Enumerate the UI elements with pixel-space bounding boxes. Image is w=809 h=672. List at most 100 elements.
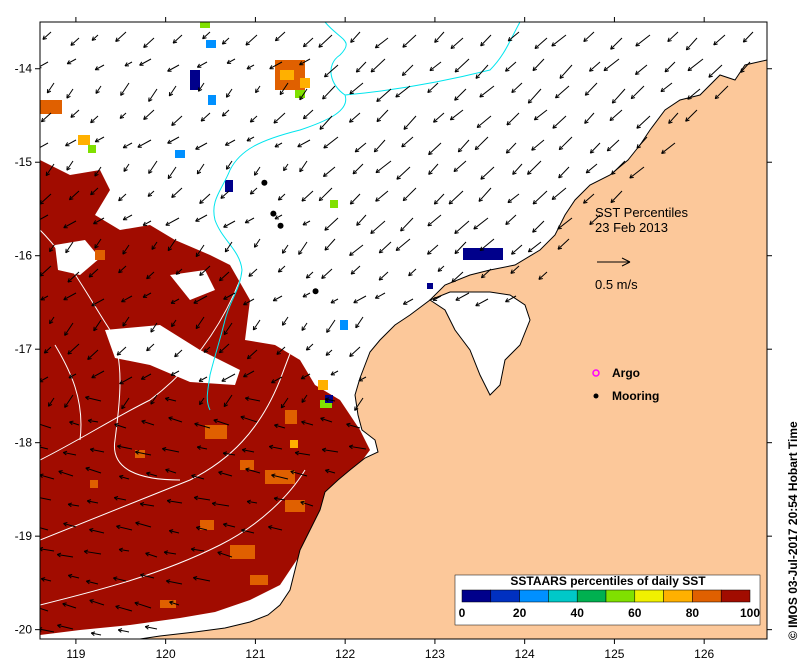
current-vector-head: [67, 352, 72, 355]
current-vector-head: [274, 143, 278, 148]
current-vector: [250, 115, 258, 123]
mooring-marker: [270, 210, 277, 217]
current-vector: [118, 193, 127, 202]
current-vector-head: [318, 196, 321, 201]
current-vector-head: [448, 202, 454, 205]
current-vector-head: [248, 274, 253, 277]
current-vector: [687, 88, 701, 100]
current-vector: [91, 298, 105, 307]
current-vector-head: [114, 423, 118, 428]
current-vector-head: [379, 278, 384, 281]
current-vector-head: [374, 150, 379, 153]
current-vector-head: [631, 97, 636, 100]
current-vector-head: [609, 119, 615, 122]
current-vector: [370, 58, 386, 73]
current-vector-head: [527, 247, 531, 253]
current-vector: [740, 61, 751, 73]
current-vector: [63, 220, 77, 229]
current-vector: [140, 503, 155, 507]
current-vector: [120, 82, 130, 96]
current-vector-head: [326, 330, 331, 333]
current-vector: [473, 217, 489, 230]
current-vector-head: [610, 200, 615, 204]
current-vector: [57, 624, 74, 630]
current-vector-head: [87, 499, 92, 502]
current-vector-head: [87, 418, 93, 421]
current-vector: [301, 394, 308, 403]
current-vector-head: [402, 43, 405, 48]
current-vector: [532, 220, 545, 233]
current-vector: [322, 448, 339, 453]
y-tick-label: -18: [15, 436, 33, 450]
current-vector: [318, 187, 333, 202]
current-vector: [168, 85, 177, 97]
current-vector: [198, 376, 208, 382]
current-vector-head: [141, 420, 145, 425]
current-vector: [660, 82, 673, 92]
current-vector-head: [630, 94, 633, 99]
bathymetry-contours: [40, 149, 331, 606]
current-vector-head: [583, 37, 586, 42]
current-vector: [118, 265, 127, 274]
current-vector-head: [660, 87, 664, 92]
current-vector-head: [175, 272, 181, 275]
current-vector-head: [198, 377, 202, 382]
current-vector: [196, 526, 208, 531]
current-vector-head: [427, 221, 430, 227]
current-vector-head: [145, 552, 150, 554]
current-vector: [40, 446, 49, 450]
current-vector: [606, 139, 620, 152]
current-vector: [271, 474, 289, 480]
current-vector-head: [532, 202, 538, 205]
current-vector-head: [116, 525, 120, 530]
current-vector-head: [147, 194, 153, 197]
current-vector-head: [305, 274, 309, 279]
current-vector: [534, 37, 548, 49]
current-vector: [199, 193, 211, 204]
current-vector: [245, 468, 261, 474]
current-vector-head: [56, 554, 61, 558]
current-vector: [175, 268, 183, 275]
current-vector: [146, 472, 158, 477]
current-vector-head: [194, 495, 199, 498]
current-vector-head: [57, 623, 62, 626]
current-vector-head: [171, 121, 174, 126]
current-vector: [252, 319, 261, 331]
current-vector-head: [255, 90, 260, 94]
current-vector: [122, 316, 130, 327]
current-vector-head: [198, 89, 203, 92]
current-vector-field: [40, 31, 754, 636]
current-vector: [276, 346, 286, 355]
current-vector: [532, 58, 545, 71]
current-vector: [349, 112, 361, 123]
current-vector: [279, 82, 289, 95]
current-vector: [119, 475, 130, 480]
current-vector: [165, 217, 180, 226]
current-vector: [298, 241, 308, 255]
current-vector-head: [321, 277, 326, 279]
current-vector: [46, 82, 55, 94]
current-vector-head: [68, 573, 73, 576]
current-vector-head: [661, 152, 666, 154]
current-vector-head: [429, 66, 433, 71]
current-vector-head: [370, 229, 373, 234]
current-vector-head: [505, 223, 510, 226]
x-tick-label: 123: [425, 647, 445, 661]
current-vector: [171, 115, 183, 126]
current-vector-head: [320, 417, 325, 419]
current-vector: [40, 607, 49, 612]
current-vector-head: [434, 38, 437, 43]
current-vector: [69, 190, 80, 201]
current-vector: [119, 376, 133, 385]
y-tick-label: -20: [15, 623, 33, 637]
current-vector-head: [222, 42, 227, 45]
current-vector: [199, 397, 205, 405]
current-vector-head: [481, 276, 486, 279]
current-vector-head: [195, 145, 199, 150]
current-vector-head: [165, 469, 169, 473]
current-vector: [589, 214, 601, 225]
current-vector-head: [586, 171, 591, 174]
current-vector-head: [375, 197, 378, 202]
current-vector-head: [163, 550, 169, 553]
